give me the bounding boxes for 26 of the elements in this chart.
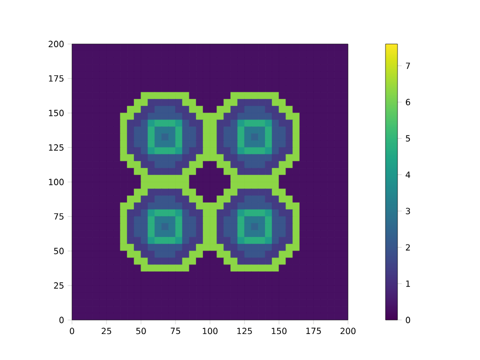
color-bar-label: 0 (406, 316, 410, 324)
x-tick-label: 150 (272, 328, 287, 334)
color-bar-label: 7 (406, 62, 410, 69)
y-tick-label: 75 (54, 213, 64, 220)
color-bar-label: 6 (406, 98, 410, 106)
y-tick-label: 100 (49, 178, 64, 186)
y-tick-label: 175 (49, 75, 64, 82)
x-tick-label: 25 (102, 328, 112, 334)
color-bar-label: 5 (406, 135, 410, 142)
color-bar-label: 1 (406, 280, 410, 287)
y-tick-label: 125 (49, 144, 64, 151)
y-tick-label: 200 (48, 40, 64, 48)
y-tick-label: 150 (49, 110, 64, 116)
y-tick-label: 50 (54, 248, 64, 254)
color-bar-label: 4 (406, 172, 410, 178)
x-tick-label: 125 (237, 328, 252, 334)
x-tick-label: 175 (306, 328, 321, 334)
y-tick-label: 0 (59, 316, 64, 324)
color-bar-label: 2 (406, 244, 410, 251)
x-tick-label: 75 (170, 328, 180, 334)
x-tick-label: 50 (136, 328, 146, 334)
x-tick-label: 200 (340, 328, 356, 334)
x-tick-label: 0 (70, 328, 74, 334)
y-tick-label: 25 (54, 282, 64, 289)
color-bar-label: 3 (406, 208, 410, 214)
x-tick-label: 100 (202, 328, 218, 334)
